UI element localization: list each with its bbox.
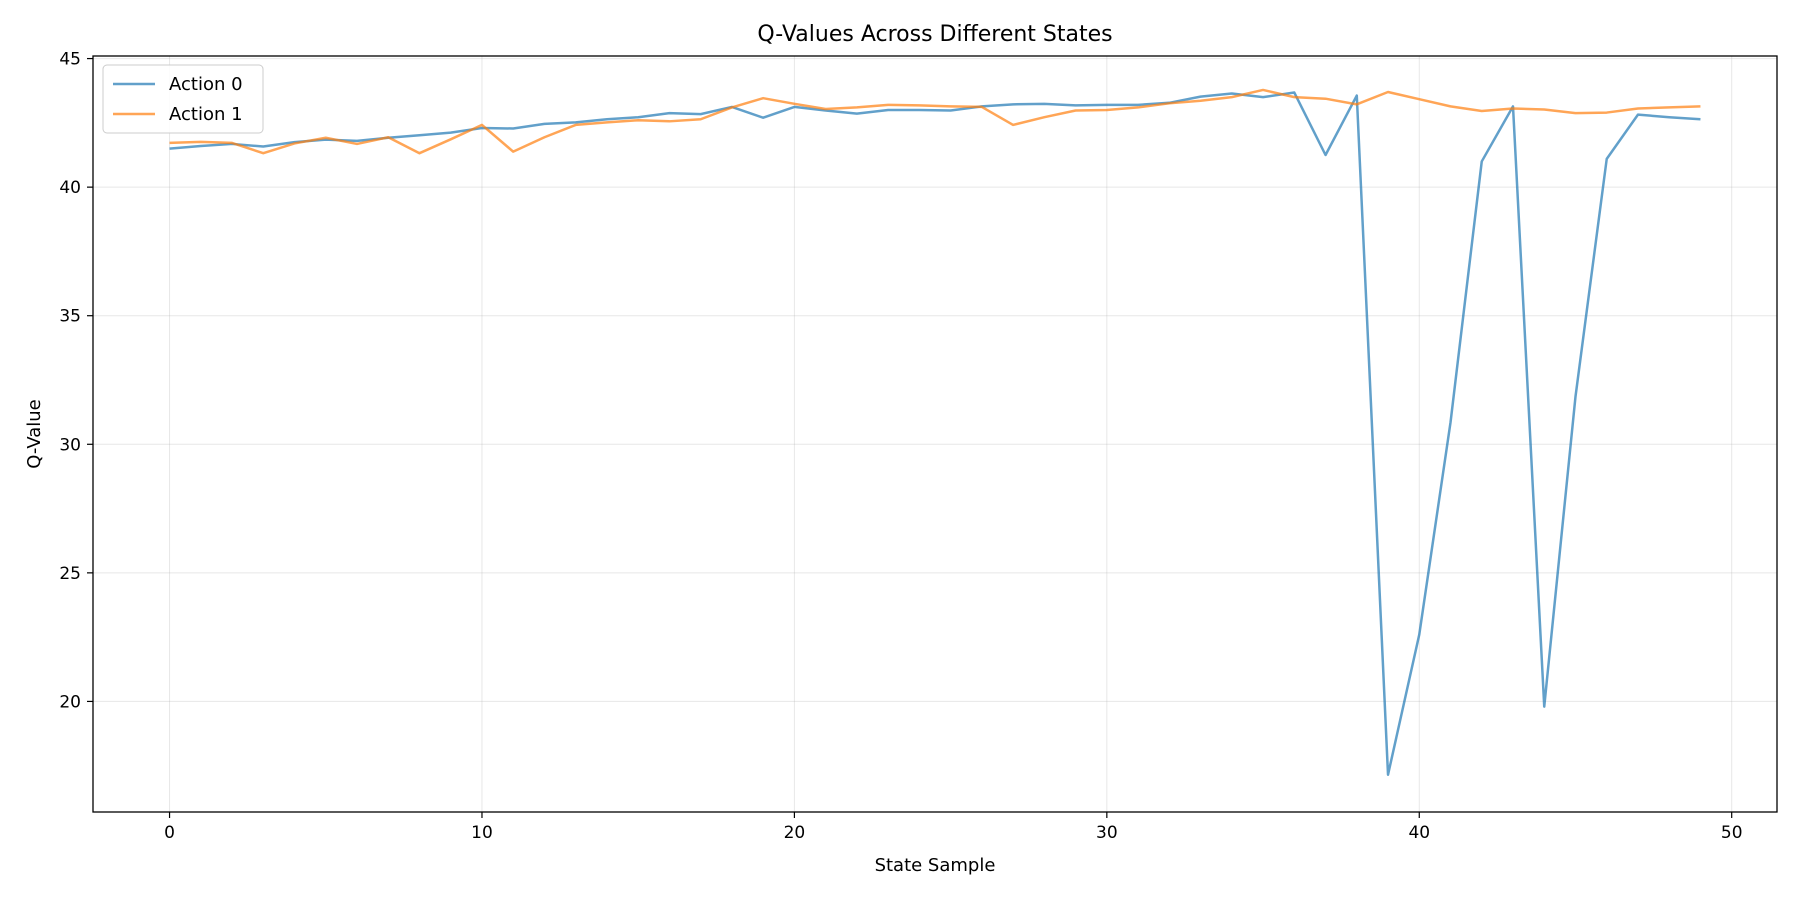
- grid-layer: [93, 56, 1777, 812]
- legend-label-action-1: Action 1: [169, 104, 243, 125]
- y-tick-label: 30: [59, 435, 81, 455]
- x-tick-label: 20: [784, 823, 806, 843]
- series-line-action-1: [169, 88, 1701, 155]
- chart-title: Q-Values Across Different States: [757, 22, 1112, 47]
- series-layer: [169, 88, 1701, 776]
- series-line-action-0: [169, 91, 1701, 776]
- x-tick-label: 30: [1096, 823, 1118, 843]
- legend-box: [102, 64, 264, 134]
- y-tick-label: 45: [59, 50, 81, 70]
- x-tick-label: 50: [1721, 823, 1743, 843]
- y-axis-label: Q-Value: [24, 399, 45, 469]
- y-tick-label: 40: [59, 178, 81, 198]
- x-tick-label: 40: [1408, 823, 1430, 843]
- x-tick-label: 10: [471, 823, 493, 843]
- plot-area-frame: [92, 55, 1778, 813]
- y-tick-label: 25: [59, 564, 81, 584]
- x-tick-label: 0: [164, 823, 175, 843]
- x-axis-label: State Sample: [875, 855, 996, 876]
- legend-label-action-0: Action 0: [169, 74, 243, 95]
- tick-layer: 0 10 20 30 40 50 20 25 30 35 40 45: [59, 50, 1742, 843]
- legend: Action 0 Action 1: [102, 64, 264, 134]
- y-tick-label: 20: [59, 692, 81, 712]
- y-tick-label: 35: [59, 307, 81, 327]
